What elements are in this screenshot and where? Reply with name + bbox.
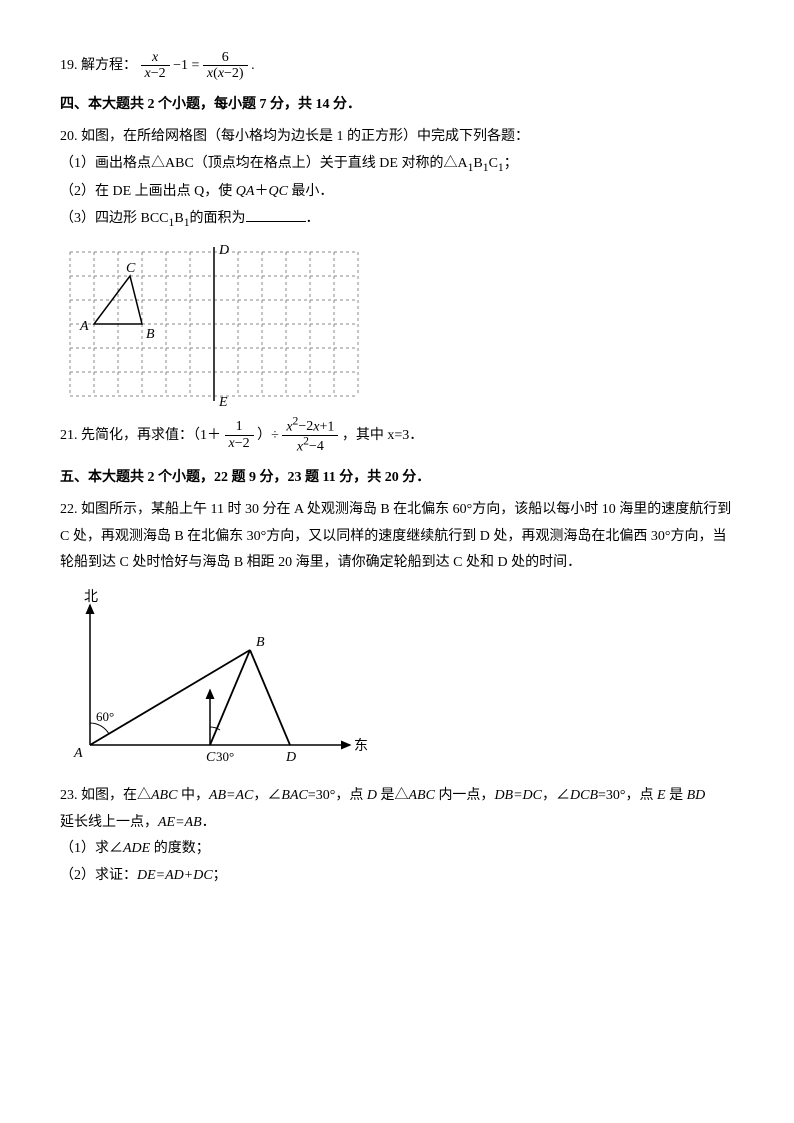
question-19: 19. 解方程： x x−2 −1 = 6 x(x−2) . <box>60 50 734 82</box>
q23-lc: 中， <box>177 788 209 803</box>
q23-l2b: AE=AB <box>158 815 202 830</box>
q20-lead: 20. 如图，在所给网格图（每小格均为边长是 1 的正方形）中完成下列各题： <box>60 124 734 151</box>
svg-text:东: 东 <box>354 738 368 754</box>
q23-l2c: ． <box>202 815 216 830</box>
frac-3: 1 x−2 <box>225 419 254 451</box>
q23-p2a: （2）求证： <box>60 868 137 883</box>
question-20: 20. 如图，在所给网格图（每小格均为边长是 1 的正方形）中完成下列各题： （… <box>60 124 734 233</box>
q21-mid: ）÷ <box>257 427 279 442</box>
q23-p2c: ； <box>213 868 227 883</box>
ship-svg: 北东 60° 30° A C D B <box>60 585 370 775</box>
q20-part3: （3）四边形 BCC1B1的面积为． <box>60 206 734 234</box>
q20-p3-end: ． <box>306 211 320 226</box>
q20-p1-a: （1）画出格点△ABC（顶点均在格点上）关于直线 DE 对称的△A <box>60 156 468 171</box>
q21-lead: 21. 先简化，再求值：（1＋ <box>60 427 221 442</box>
question-21: 21. 先简化，再求值：（1＋ 1 x−2 ）÷ x2−2x+1 x2−4 ，其… <box>60 416 734 455</box>
q23-lq: 是 <box>666 788 687 803</box>
q19-label: 19. 解方程： <box>60 58 137 73</box>
section-5-title: 五、本大题共 2 个小题，22 题 9 分，23 题 11 分，共 20 分． <box>60 465 734 492</box>
q23-ld: AB=AC <box>209 788 253 803</box>
q23-lg: =30°，点 <box>308 788 367 803</box>
q23-la: 23. 如图，在△ <box>60 788 151 803</box>
q23-lm: ，∠ <box>542 788 570 803</box>
q23-lf: BAC <box>281 788 307 803</box>
q20-p3-a: （3）四边形 BCC <box>60 211 169 226</box>
q20-p2-d: QC <box>268 184 287 199</box>
q20-part2: （2）在 DE 上画出点 Q，使 QA＋QC 最小． <box>60 179 734 206</box>
q23-part1: （1）求∠ADE 的度数； <box>60 836 734 863</box>
svg-text:B: B <box>146 327 155 342</box>
q23-le: ，∠ <box>253 788 281 803</box>
svg-text:A: A <box>73 746 83 761</box>
svg-text:E: E <box>218 395 228 406</box>
q20-p2-a: （2）在 DE 上画出点 Q，使 <box>60 184 236 199</box>
frac-1: x x−2 <box>141 50 170 82</box>
q20-p2-c: ＋ <box>254 184 268 199</box>
q23-ln: DCB <box>570 788 598 803</box>
frac-2: 6 x(x−2) <box>203 50 248 82</box>
q20-p2-e: 最小． <box>288 184 334 199</box>
q23-lk: 内一点， <box>435 788 495 803</box>
svg-text:C: C <box>206 750 216 765</box>
q23-p1a: （1）求∠ <box>60 841 123 856</box>
q23-p1b: ADE <box>123 841 150 856</box>
grid-figure: D E A B C <box>60 242 734 406</box>
q23-lr: BD <box>687 788 706 803</box>
q23-lp: E <box>657 788 666 803</box>
q23-lh: D <box>367 788 377 803</box>
q20-p3-b: B <box>174 211 183 226</box>
q20-p1-b: B <box>473 156 482 171</box>
q23-part2: （2）求证：DE=AD+DC； <box>60 863 734 890</box>
q20-p3-c: 的面积为 <box>190 211 246 226</box>
q23-lo: =30°，点 <box>598 788 657 803</box>
svg-text:D: D <box>218 243 229 258</box>
svg-text:B: B <box>256 635 265 650</box>
frac-4: x2−2x+1 x2−4 <box>282 416 338 455</box>
q19-after: . <box>251 58 255 73</box>
q20-p1-c: C <box>489 156 498 171</box>
q20-p1-end: ； <box>504 156 518 171</box>
svg-text:C: C <box>126 261 136 276</box>
ship-figure: 北东 60° 30° A C D B <box>60 585 734 775</box>
minus-1: −1 = <box>173 58 203 73</box>
q21-tail: ，其中 x=3． <box>342 427 423 442</box>
q20-p2-b: QA <box>236 184 255 199</box>
q20-part1: （1）画出格点△ABC（顶点均在格点上）关于直线 DE 对称的△A1B1C1； <box>60 151 734 179</box>
svg-text:A: A <box>79 319 89 334</box>
q23-line2: 延长线上一点，AE=AB． <box>60 810 734 837</box>
q23-p1c: 的度数； <box>150 841 210 856</box>
blank-fill[interactable] <box>246 207 306 222</box>
q23-p2b: DE=AD+DC <box>137 868 213 883</box>
svg-text:30°: 30° <box>216 749 234 764</box>
q23-ll: DB=DC <box>494 788 542 803</box>
q23-lj: ABC <box>408 788 434 803</box>
q23-lb: ABC <box>151 788 177 803</box>
q23-l2a: 延长线上一点， <box>60 815 158 830</box>
grid-svg: D E A B C <box>60 242 368 406</box>
question-23: 23. 如图，在△ABC 中，AB=AC，∠BAC=30°，点 D 是△ABC … <box>60 783 734 889</box>
svg-text:D: D <box>285 750 296 765</box>
q23-line1: 23. 如图，在△ABC 中，AB=AC，∠BAC=30°，点 D 是△ABC … <box>60 783 734 810</box>
question-22: 22. 如图所示，某船上午 11 时 30 分在 A 处观测海岛 B 在北偏东 … <box>60 497 734 577</box>
svg-text:60°: 60° <box>96 709 114 724</box>
q23-li: 是△ <box>377 788 409 803</box>
section-4-title: 四、本大题共 2 个小题，每小题 7 分，共 14 分． <box>60 92 734 119</box>
svg-text:北: 北 <box>84 589 98 605</box>
